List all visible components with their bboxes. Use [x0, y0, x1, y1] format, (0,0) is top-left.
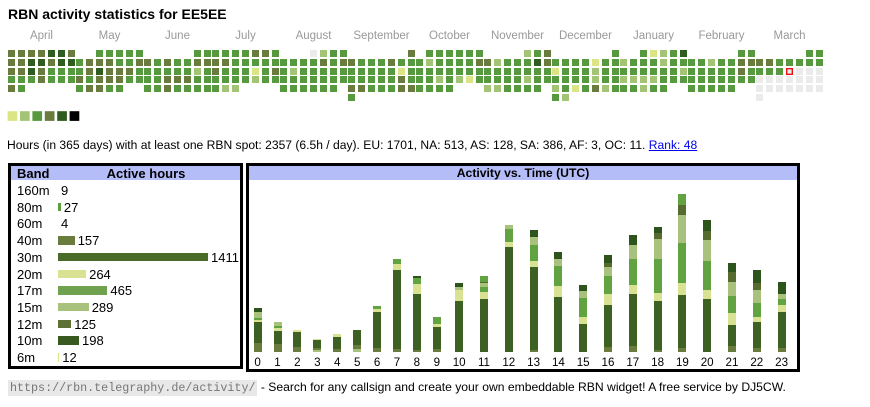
svg-text:August: August — [296, 30, 333, 42]
svg-text:May: May — [99, 30, 121, 42]
svg-text:March: March — [774, 30, 806, 42]
svg-text:October: October — [429, 30, 470, 42]
svg-text:November: November — [491, 30, 544, 42]
svg-text:September: September — [353, 30, 409, 42]
svg-text:April: April — [30, 30, 53, 42]
svg-text:January: January — [633, 30, 674, 42]
svg-text:July: July — [235, 30, 256, 42]
svg-text:June: June — [165, 30, 190, 42]
svg-text:February: February — [698, 30, 744, 42]
svg-text:December: December — [559, 30, 612, 42]
